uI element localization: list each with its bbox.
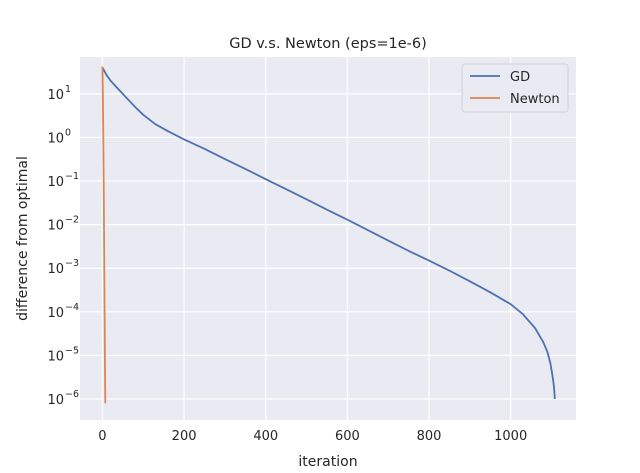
y-tick-label: 10 — [47, 306, 64, 321]
legend: GD Newton — [461, 63, 569, 113]
y-tick-exponent: −6 — [65, 389, 79, 400]
x-axis-label: iteration — [298, 454, 357, 470]
y-tick-exponent: 0 — [65, 127, 71, 138]
y-tick-label: 10 — [47, 88, 64, 103]
y-tick-label: 10 — [47, 219, 64, 234]
y-tick-label: 10 — [47, 349, 64, 364]
legend-label-gd: GD — [510, 70, 530, 85]
x-tick-label: 600 — [335, 429, 360, 444]
y-tick-exponent: −4 — [65, 302, 79, 313]
plot-background — [80, 57, 576, 420]
x-tick-label: 200 — [172, 429, 197, 444]
y-tick-exponent: −5 — [65, 345, 79, 356]
grid-layer — [80, 57, 576, 420]
x-tick-label: 1000 — [494, 429, 527, 444]
y-tick-exponent: −2 — [65, 215, 79, 226]
chart-title: GD v.s. Newton (eps=1e-6) — [229, 36, 427, 52]
y-tick-exponent: 1 — [65, 84, 71, 95]
legend-label-newton: Newton — [510, 92, 560, 107]
x-tick-label: 0 — [98, 429, 106, 444]
x-tick-label: 800 — [417, 429, 442, 444]
y-tick-exponent: −3 — [65, 258, 79, 269]
series-line-gd — [101, 67, 556, 400]
y-tick-exponent: −1 — [65, 171, 79, 182]
y-tick-label: 10 — [47, 393, 64, 408]
y-tick-label: 10 — [47, 131, 64, 146]
y-axis-label: difference from optimal — [15, 156, 31, 321]
x-tick-label: 400 — [253, 429, 278, 444]
series-layer — [101, 66, 556, 404]
series-line-newton — [101, 66, 107, 404]
y-tick-label: 10 — [47, 262, 64, 277]
y-tick-label: 10 — [47, 175, 64, 190]
